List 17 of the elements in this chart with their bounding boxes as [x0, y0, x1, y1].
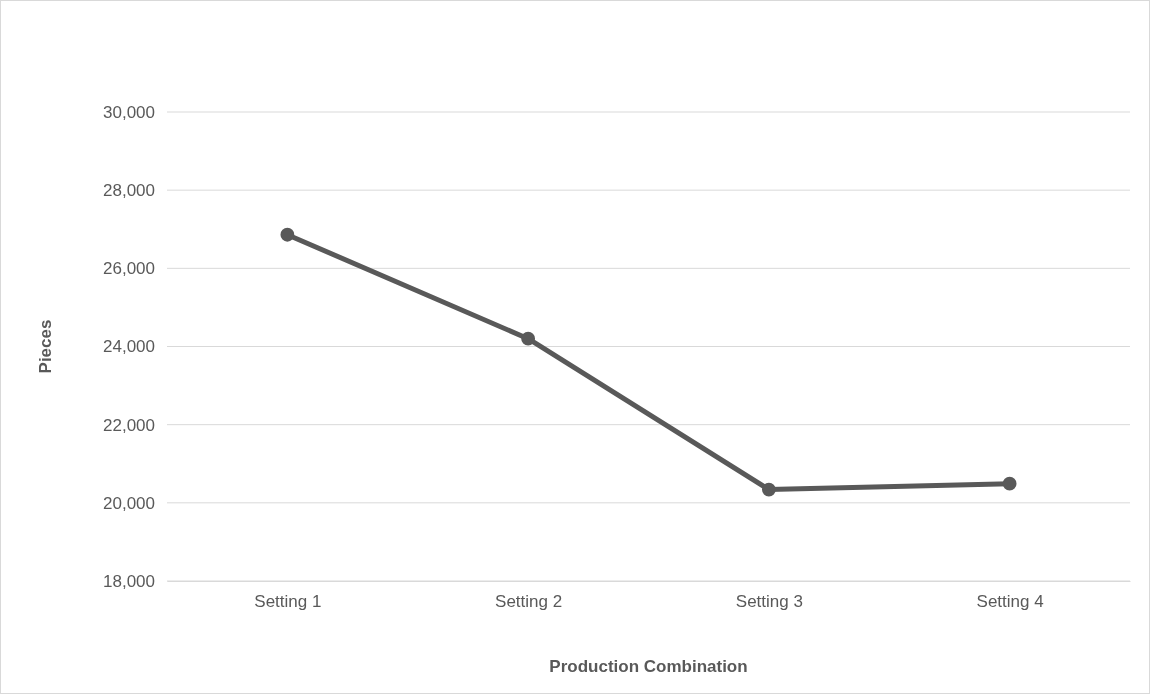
- y-axis-title: Pieces: [36, 319, 55, 374]
- point: [521, 331, 536, 346]
- point: [761, 482, 776, 497]
- point: [280, 227, 295, 242]
- point: [1002, 476, 1017, 491]
- y-tick-label: 28,000: [103, 181, 155, 201]
- x-tick-label: Setting 1: [254, 592, 322, 612]
- y-tick-label: 22,000: [103, 415, 155, 435]
- y-tick-label: 30,000: [103, 102, 155, 122]
- x-tick-label: Setting 3: [735, 592, 803, 612]
- y-tick-label: 26,000: [103, 259, 155, 279]
- x-tick-label: Setting 2: [495, 592, 563, 612]
- y-tick-label: 24,000: [103, 337, 155, 357]
- x-axis-title: Production Combination: [549, 657, 748, 676]
- y-tick-label: 18,000: [103, 571, 155, 591]
- y-tick-label: 20,000: [103, 493, 155, 513]
- x-tick-label: Setting 4: [976, 592, 1044, 612]
